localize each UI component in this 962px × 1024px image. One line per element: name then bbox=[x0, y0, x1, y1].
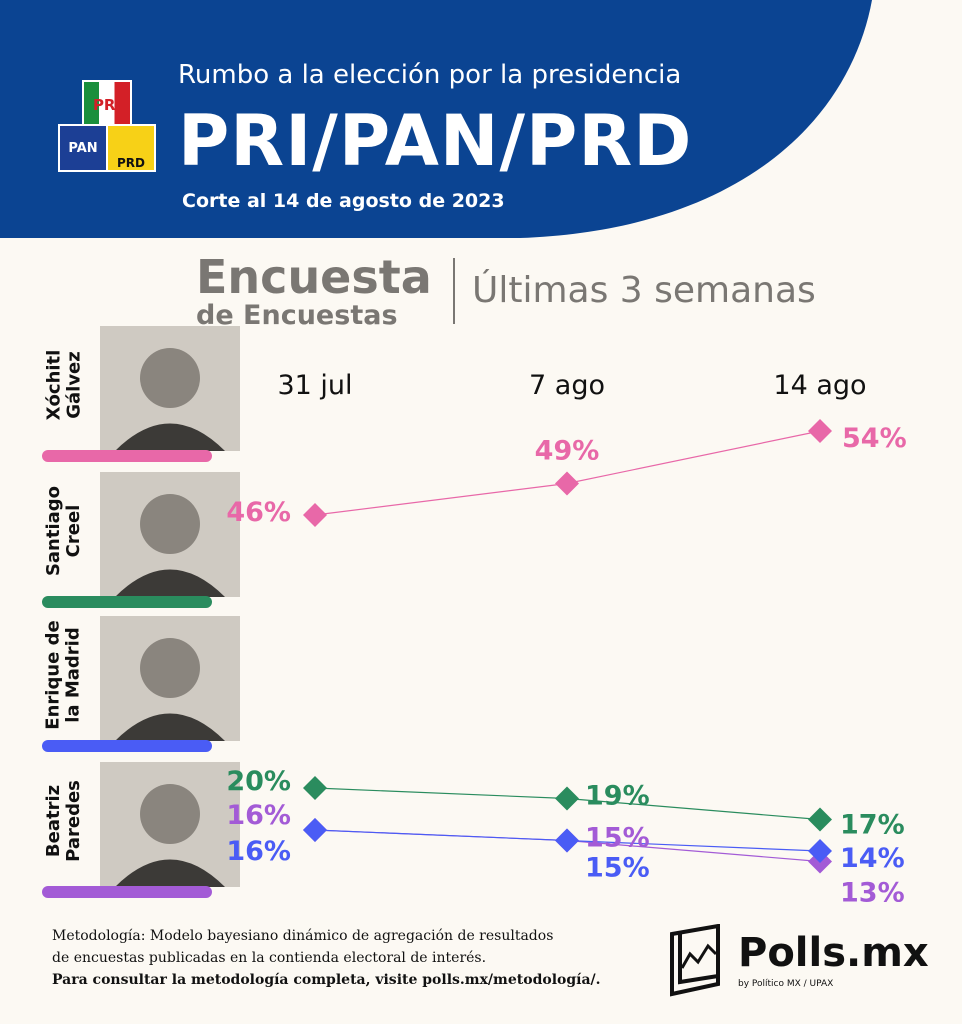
candidate-card: Enrique de la Madrid bbox=[42, 612, 240, 757]
data-label: 54% bbox=[842, 423, 907, 454]
candidate-color-bar bbox=[42, 596, 212, 608]
polls-mx-logo: Polls.mx by Político MX / UPAX bbox=[668, 924, 929, 1004]
data-point bbox=[555, 471, 579, 496]
methodology-link[interactable]: Para consultar la metodología completa, … bbox=[52, 972, 601, 988]
prd-logo: PRD bbox=[106, 124, 156, 172]
x-tick-label: 7 ago bbox=[529, 370, 605, 401]
data-point bbox=[555, 786, 579, 811]
data-label: 49% bbox=[535, 436, 600, 467]
candidate-card: Santiago Creel bbox=[42, 468, 240, 613]
candidate-photo bbox=[100, 472, 240, 597]
data-point bbox=[303, 503, 327, 527]
data-point bbox=[555, 828, 579, 853]
data-label: 19% bbox=[585, 781, 650, 812]
candidate-photo bbox=[100, 326, 240, 451]
data-point bbox=[303, 818, 327, 842]
data-label: 46% bbox=[226, 497, 291, 528]
subtitle-encuesta: Encuesta bbox=[196, 250, 432, 304]
header-date: Corte al 14 de agosto de 2023 bbox=[182, 190, 505, 212]
candidate-card: Beatriz Paredes bbox=[42, 758, 240, 903]
candidate-card: Xóchitl Gálvez bbox=[42, 322, 240, 467]
chart-box-icon bbox=[670, 924, 720, 997]
header-banner bbox=[0, 0, 872, 238]
brand-sub: by Político MX / UPAX bbox=[738, 979, 834, 989]
data-label: 16% bbox=[226, 836, 291, 867]
candidate-color-bar bbox=[42, 740, 212, 752]
subtitle-de-encuestas: de Encuestas bbox=[196, 300, 398, 331]
data-label: 20% bbox=[226, 766, 291, 797]
candidate-color-bar bbox=[42, 450, 212, 462]
candidate-photo bbox=[100, 762, 240, 887]
data-label: 16% bbox=[226, 800, 291, 831]
data-point bbox=[808, 839, 832, 863]
data-label: 15% bbox=[585, 853, 650, 884]
x-tick-label: 14 ago bbox=[773, 370, 866, 401]
candidate-photo bbox=[100, 616, 240, 741]
x-tick-label: 31 jul bbox=[277, 370, 352, 401]
subtitle-period: Últimas 3 semanas bbox=[472, 270, 816, 311]
candidate-color-bar bbox=[42, 886, 212, 898]
data-point bbox=[303, 776, 327, 800]
subtitle-divider bbox=[453, 258, 455, 324]
data-label: 17% bbox=[840, 810, 905, 841]
methodology-note: Metodología: Modelo bayesiano dinámico d… bbox=[52, 925, 601, 991]
header-kicker: Rumbo a la elección por la presidencia bbox=[178, 60, 682, 90]
data-label: 13% bbox=[840, 878, 905, 909]
data-label: 14% bbox=[840, 843, 905, 874]
data-label: 15% bbox=[585, 823, 650, 854]
brand-name: Polls.mx bbox=[738, 930, 929, 976]
header-title: PRI/PAN/PRD bbox=[178, 100, 693, 182]
methodology-line1: Metodología: Modelo bayesiano dinámico d… bbox=[52, 928, 554, 944]
methodology-line2: de encuestas publicadas en la contienda … bbox=[52, 950, 487, 966]
data-point bbox=[808, 807, 832, 832]
data-point bbox=[808, 419, 832, 443]
